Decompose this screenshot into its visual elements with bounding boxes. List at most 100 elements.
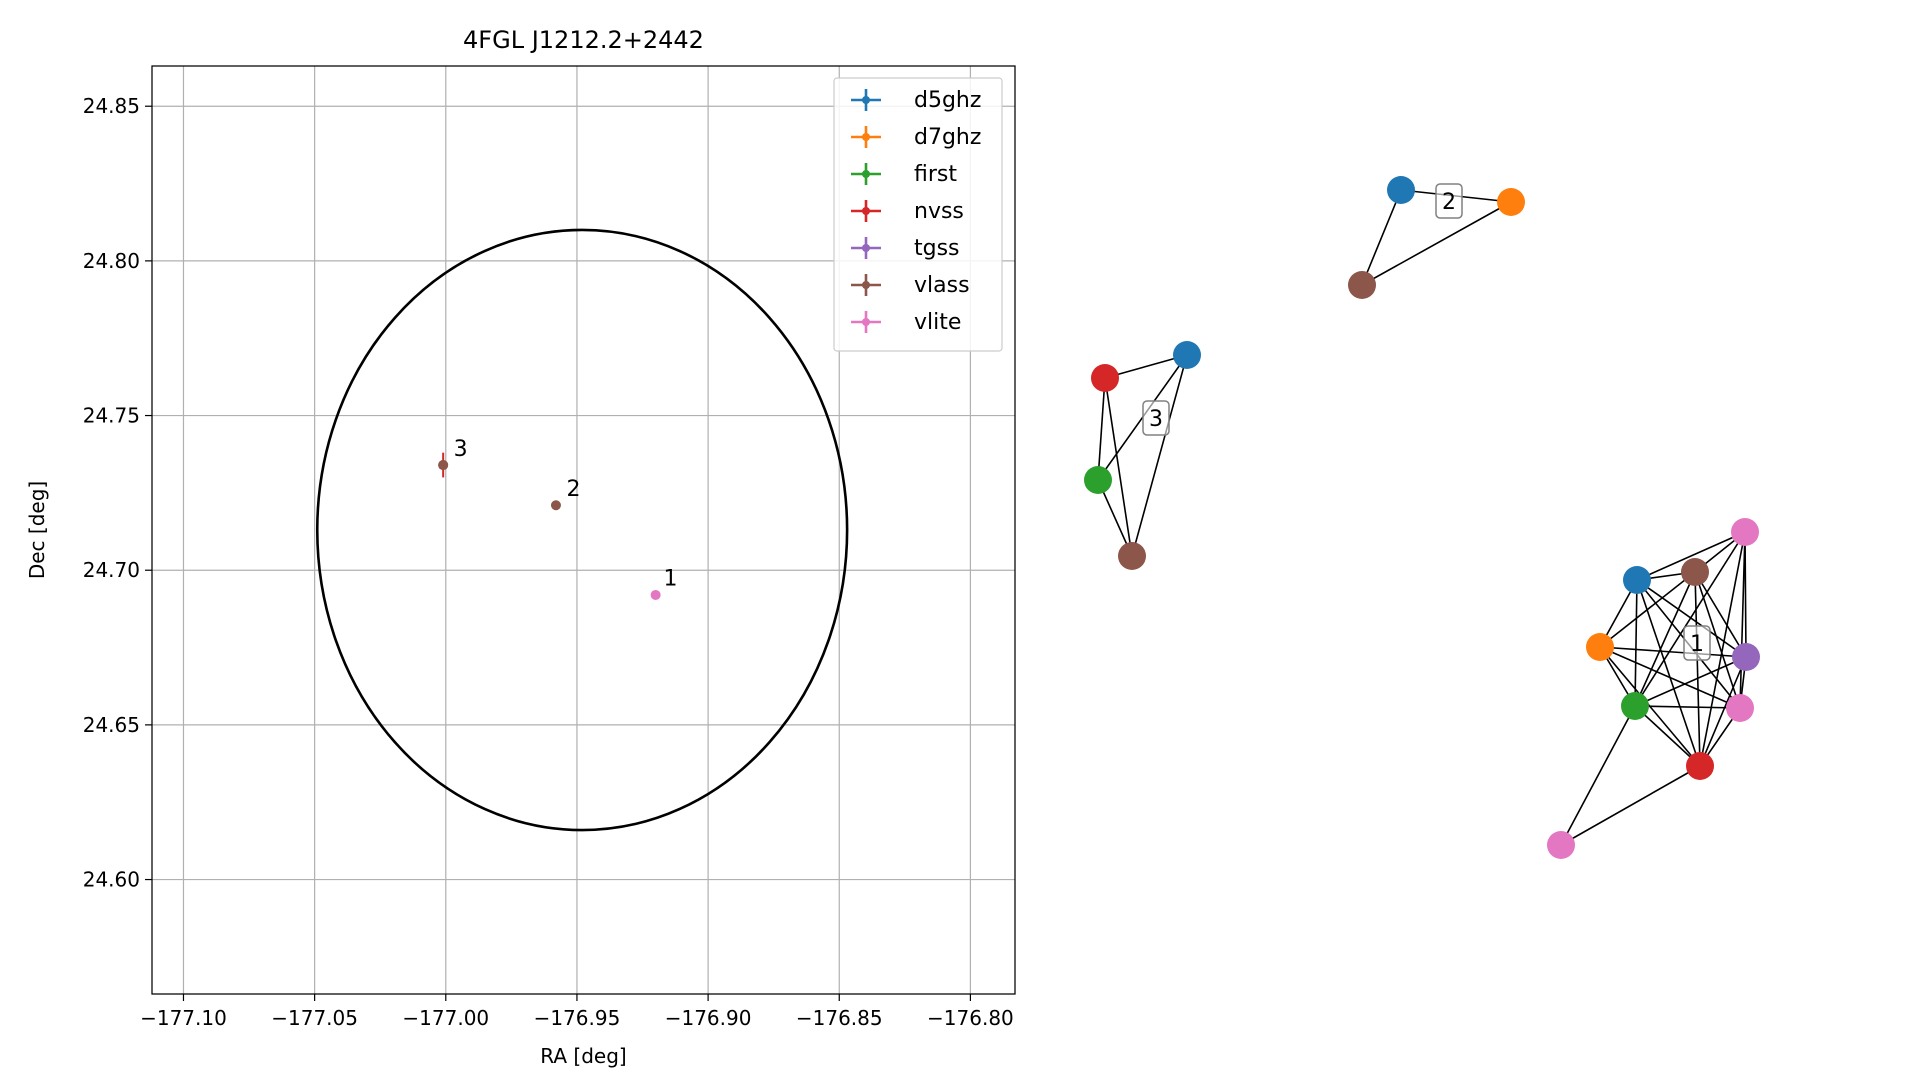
localization-ellipse bbox=[315, 228, 849, 832]
network-edge bbox=[1694, 571, 1747, 658]
point-vlite bbox=[650, 589, 661, 600]
legend-dot-vlite bbox=[862, 318, 870, 326]
network-node-d5ghz bbox=[1173, 341, 1201, 369]
network-edge bbox=[1694, 571, 1701, 767]
legend-dot-vlass bbox=[862, 281, 870, 289]
legend-label-vlass: vlass bbox=[914, 273, 970, 298]
network-node-vlite bbox=[1731, 518, 1759, 546]
network-node-vlass bbox=[1681, 558, 1709, 586]
x-tick-label: −177.10 bbox=[140, 1006, 227, 1030]
network-edge bbox=[1599, 646, 1741, 709]
scatter-panel: 123 −177.10 −177.05 −177.00 −176.95 −176.90−… bbox=[25, 26, 1016, 1068]
x-tick-label: −176.85 bbox=[796, 1006, 883, 1030]
network-node-vlass bbox=[1348, 271, 1376, 299]
point-annotation: 1 bbox=[664, 567, 678, 592]
network-node-d5ghz bbox=[1623, 566, 1651, 594]
network-edge bbox=[1361, 201, 1512, 286]
network-nodes bbox=[1084, 176, 1760, 859]
y-tick-label: 24.75 bbox=[83, 404, 140, 428]
network-edge bbox=[1739, 531, 1746, 709]
network-edge bbox=[1634, 531, 1746, 707]
network-edge bbox=[1560, 765, 1701, 846]
cluster-labels: 1 2 3 bbox=[1142, 183, 1711, 661]
point-annotation: 2 bbox=[566, 477, 580, 502]
legend-item-tgss: tgss bbox=[851, 236, 960, 261]
network-edge bbox=[1699, 656, 1747, 767]
legend-label-first: first bbox=[914, 162, 957, 187]
x-tick-label: −176.90 bbox=[665, 1006, 752, 1030]
point-annotation: 3 bbox=[454, 437, 468, 462]
network-edge bbox=[1636, 579, 1701, 767]
y-tick-label: 24.60 bbox=[83, 868, 140, 892]
legend-label-vlite: vlite bbox=[914, 310, 961, 335]
network-edge bbox=[1634, 705, 1701, 767]
network-node-nvss bbox=[1091, 364, 1119, 392]
network-node-first bbox=[1084, 466, 1112, 494]
network-node-tgss bbox=[1732, 643, 1760, 671]
axes-frame bbox=[151, 65, 1016, 995]
network-edge bbox=[1560, 705, 1636, 846]
cluster-label: 2 bbox=[1442, 190, 1456, 215]
legend-item-d5ghz: d5ghz bbox=[851, 88, 981, 113]
x-tick-label: −177.05 bbox=[271, 1006, 358, 1030]
network-edges bbox=[1097, 189, 1747, 846]
network-edge bbox=[1599, 571, 1696, 648]
network-node-nvss bbox=[1686, 752, 1714, 780]
legend: d5ghz d7ghz first nvss tgss vlass vlite bbox=[833, 77, 1003, 352]
network-edge bbox=[1636, 579, 1747, 658]
legend-dot-d7ghz bbox=[862, 133, 870, 141]
legend-label-nvss: nvss bbox=[914, 199, 964, 224]
y-axis-label: Dec [deg] bbox=[25, 481, 49, 579]
point-vlass bbox=[550, 500, 561, 511]
y-tick-label: 24.65 bbox=[83, 713, 140, 737]
network-panel: 1 2 3 bbox=[1084, 176, 1760, 859]
network-node-d7ghz bbox=[1586, 633, 1614, 661]
uncertainty-ellipse bbox=[315, 228, 849, 832]
x-axis-ticks: −177.10 −177.05 −177.00 −176.95 −176.90 −176.… bbox=[140, 994, 1014, 1030]
legend-item-d7ghz: d7ghz bbox=[851, 125, 981, 150]
network-node-vlite bbox=[1726, 694, 1754, 722]
network-edge bbox=[1131, 354, 1188, 557]
network-edge bbox=[1634, 571, 1696, 707]
y-axis-ticks: 24.60 24.65 24.70 24.75 24.80 24.85 bbox=[83, 94, 152, 892]
network-edge bbox=[1104, 354, 1188, 379]
network-edge bbox=[1104, 377, 1133, 557]
legend-item-nvss: nvss bbox=[851, 199, 964, 224]
network-node-vlass bbox=[1118, 542, 1146, 570]
network-edge bbox=[1694, 571, 1741, 709]
legend-label-d7ghz: d7ghz bbox=[914, 125, 981, 150]
legend-item-vlass: vlass bbox=[851, 273, 970, 298]
cluster-label-box bbox=[1435, 183, 1463, 219]
legend-dot-tgss bbox=[862, 244, 870, 252]
data-points bbox=[438, 452, 661, 600]
legend-box bbox=[833, 77, 1003, 352]
legend-items: d5ghz d7ghz first nvss tgss vlass vlite bbox=[851, 88, 981, 335]
legend-label-d5ghz: d5ghz bbox=[914, 88, 981, 113]
legend-dot-first bbox=[862, 170, 870, 178]
legend-dot-nvss bbox=[862, 207, 870, 215]
network-edge bbox=[1634, 656, 1747, 707]
y-tick-label: 24.85 bbox=[83, 94, 140, 118]
network-node-first bbox=[1621, 692, 1649, 720]
y-tick-label: 24.80 bbox=[83, 249, 140, 273]
x-tick-label: −177.00 bbox=[402, 1006, 489, 1030]
network-node-d7ghz bbox=[1497, 188, 1525, 216]
cluster-label-box bbox=[1683, 625, 1711, 661]
x-axis-label: RA [deg] bbox=[540, 1044, 626, 1068]
network-edge bbox=[1097, 377, 1106, 481]
point-annotations: 1 2 3 bbox=[454, 437, 678, 592]
network-edge bbox=[1634, 705, 1741, 709]
network-node-d5ghz bbox=[1387, 176, 1415, 204]
cluster-label: 3 bbox=[1149, 407, 1163, 432]
network-edge bbox=[1699, 531, 1746, 767]
y-tick-label: 24.70 bbox=[83, 558, 140, 582]
legend-label-tgss: tgss bbox=[914, 236, 960, 261]
cluster-label-box bbox=[1142, 400, 1170, 436]
legend-item-first: first bbox=[851, 162, 957, 187]
point-vlass bbox=[438, 460, 449, 471]
network-node-vlite bbox=[1547, 831, 1575, 859]
network-edge bbox=[1361, 189, 1402, 286]
cluster-label: 1 bbox=[1690, 632, 1704, 657]
network-edge bbox=[1634, 579, 1638, 707]
chart-title: 4FGL J1212.2+2442 bbox=[463, 26, 704, 54]
